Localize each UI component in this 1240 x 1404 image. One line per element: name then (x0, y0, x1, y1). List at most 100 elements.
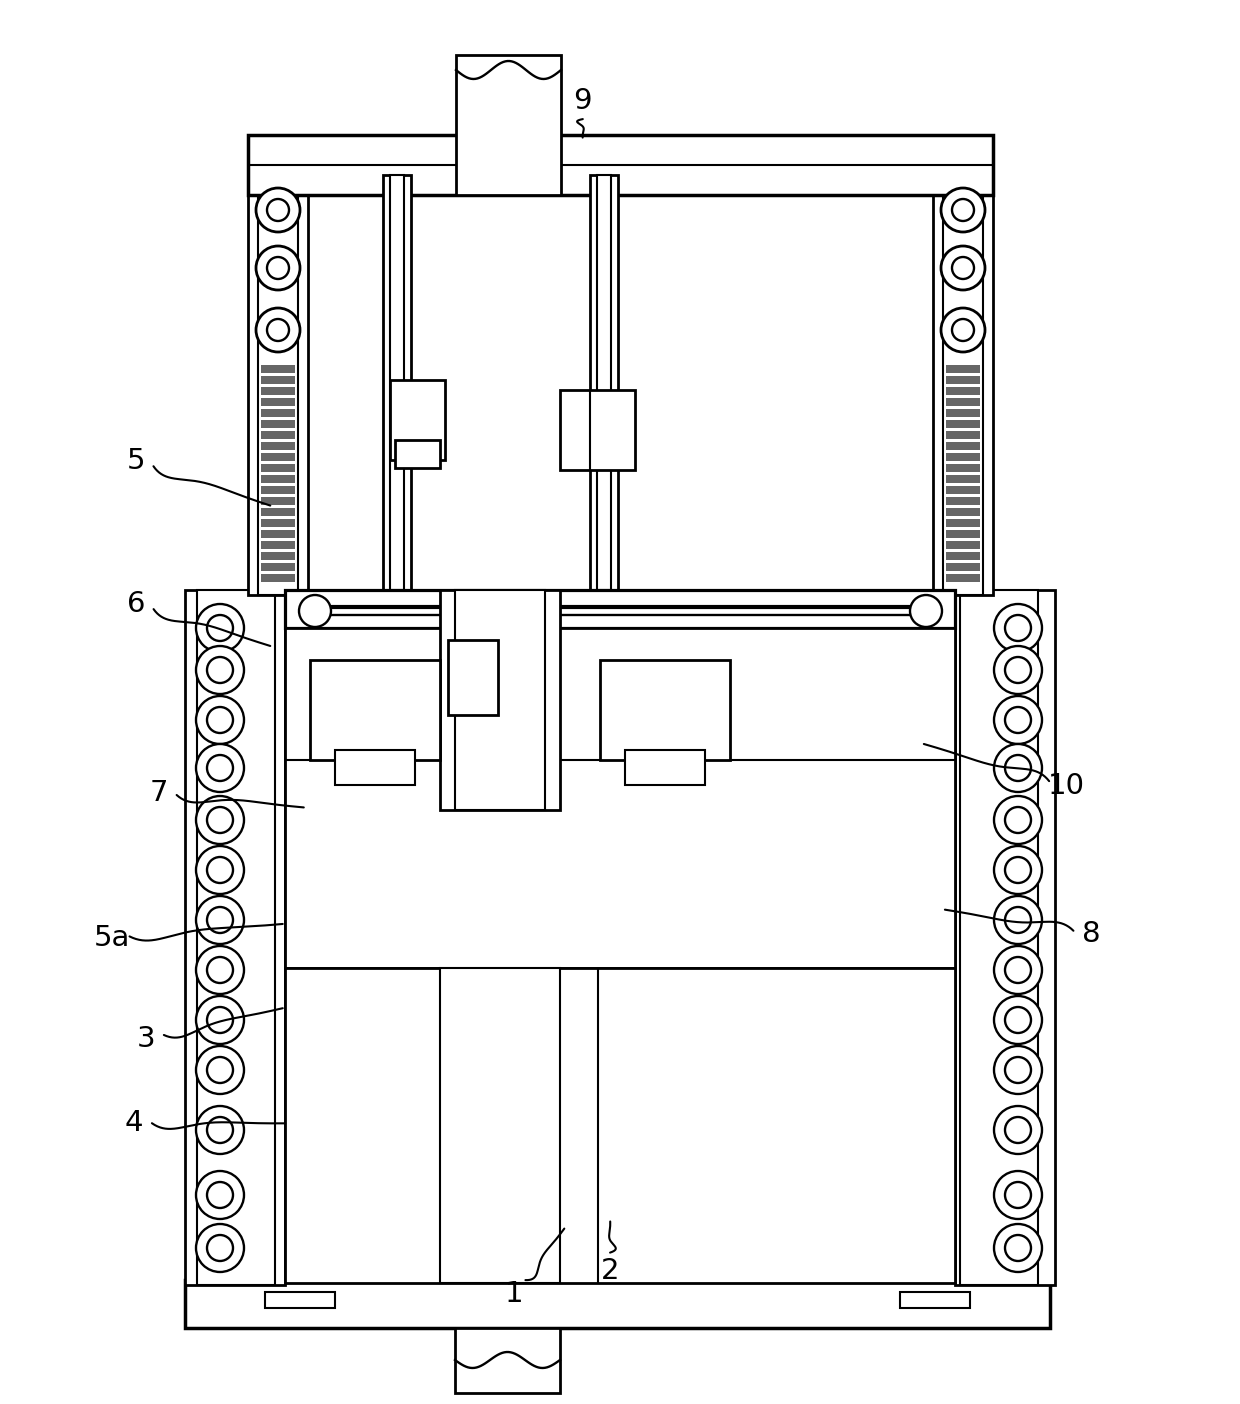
Bar (260, 529, 295, 538)
Bar (260, 508, 295, 517)
Circle shape (994, 696, 1042, 744)
Bar (440, 967, 560, 1283)
Circle shape (255, 246, 300, 291)
Bar (625, 750, 706, 785)
Bar (946, 463, 980, 472)
Text: 5: 5 (128, 446, 145, 475)
Circle shape (267, 319, 289, 341)
Circle shape (196, 604, 244, 651)
Bar (260, 574, 295, 583)
Bar (260, 497, 295, 505)
Bar (455, 590, 546, 810)
Bar (260, 541, 295, 549)
Circle shape (207, 1182, 233, 1207)
Bar (335, 750, 415, 785)
Bar (946, 475, 980, 483)
Bar (946, 397, 980, 406)
Circle shape (994, 946, 1042, 994)
Circle shape (207, 755, 233, 781)
Circle shape (299, 595, 331, 628)
Circle shape (952, 319, 973, 341)
Text: 4: 4 (125, 1109, 143, 1137)
Bar (260, 420, 295, 428)
Bar (960, 590, 1038, 1285)
Circle shape (1004, 1057, 1030, 1082)
Circle shape (196, 1224, 244, 1272)
Circle shape (207, 856, 233, 883)
Bar (260, 486, 295, 494)
Circle shape (207, 1057, 233, 1082)
Bar (448, 640, 498, 715)
Circle shape (994, 646, 1042, 694)
Circle shape (1004, 958, 1030, 983)
Circle shape (1004, 755, 1030, 781)
Bar (946, 563, 980, 571)
Circle shape (994, 995, 1042, 1045)
Text: 3: 3 (136, 1025, 156, 1053)
Text: 6: 6 (128, 590, 145, 618)
Circle shape (207, 1007, 233, 1033)
Bar (260, 563, 295, 571)
Bar (455, 1328, 560, 1393)
Bar (440, 590, 560, 810)
Text: 5a: 5a (93, 924, 130, 952)
Circle shape (994, 847, 1042, 894)
Circle shape (941, 188, 985, 232)
Bar (383, 176, 410, 590)
Circle shape (196, 646, 244, 694)
Circle shape (1004, 807, 1030, 833)
Bar (946, 442, 980, 451)
Bar (285, 590, 955, 628)
Text: 7: 7 (150, 779, 167, 807)
Circle shape (207, 907, 233, 934)
Bar (260, 442, 295, 451)
Circle shape (994, 604, 1042, 651)
Bar (260, 475, 295, 483)
Bar (260, 552, 295, 560)
Text: 2: 2 (601, 1257, 619, 1285)
Circle shape (994, 1106, 1042, 1154)
Circle shape (196, 696, 244, 744)
Bar (946, 508, 980, 517)
Bar (265, 1292, 335, 1309)
Bar (932, 176, 993, 595)
Circle shape (207, 1118, 233, 1143)
Circle shape (267, 257, 289, 279)
Circle shape (994, 796, 1042, 844)
Bar (396, 439, 440, 468)
Circle shape (994, 896, 1042, 943)
Circle shape (952, 199, 973, 220)
Circle shape (994, 1171, 1042, 1219)
Bar (260, 519, 295, 526)
Circle shape (952, 257, 973, 279)
Text: 8: 8 (1081, 920, 1101, 948)
Bar (185, 1280, 1050, 1328)
Bar (456, 55, 560, 195)
Bar (197, 590, 275, 1285)
Circle shape (910, 595, 942, 628)
Bar (258, 176, 298, 595)
Circle shape (255, 307, 300, 352)
Bar (946, 431, 980, 439)
Bar (946, 453, 980, 461)
Bar (946, 486, 980, 494)
Bar (946, 376, 980, 385)
Bar (946, 541, 980, 549)
Circle shape (196, 847, 244, 894)
Bar (596, 176, 611, 590)
Circle shape (207, 657, 233, 682)
Circle shape (196, 1046, 244, 1094)
Circle shape (207, 615, 233, 642)
Circle shape (196, 744, 244, 792)
Circle shape (994, 1224, 1042, 1272)
Circle shape (994, 1046, 1042, 1094)
Bar (260, 376, 295, 385)
Bar (260, 463, 295, 472)
Bar (946, 420, 980, 428)
Bar (260, 388, 295, 395)
Bar (600, 660, 730, 760)
Bar (946, 552, 980, 560)
Circle shape (994, 744, 1042, 792)
Bar (560, 390, 635, 470)
Circle shape (207, 1236, 233, 1261)
